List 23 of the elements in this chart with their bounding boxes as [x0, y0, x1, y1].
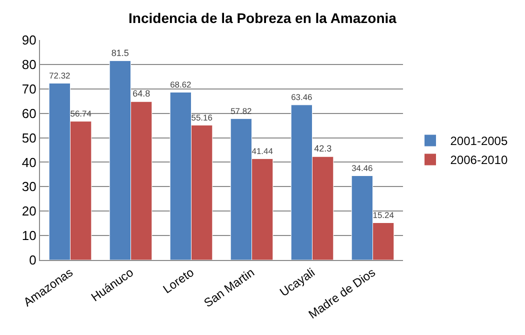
y-tick-label: 50: [22, 130, 36, 146]
chart-title: Incidencia de la Pobreza en la Amazonia: [128, 10, 397, 26]
data-label: 64.8: [132, 88, 150, 99]
legend-label: 2001-2005: [450, 134, 508, 148]
y-tick-label: 60: [22, 106, 36, 121]
data-label: 81.5: [111, 48, 129, 58]
data-label: 41.44: [252, 146, 274, 156]
y-tick-label: 30: [22, 179, 36, 194]
y-tick-label: 0: [29, 252, 36, 268]
data-label: 42.3: [314, 144, 332, 154]
data-label: 34.46: [352, 162, 374, 173]
y-tick-label: 10: [22, 228, 36, 244]
data-label: 15.24: [372, 210, 394, 220]
legend-label: 2006-2010: [450, 153, 508, 168]
data-label: 63.46: [291, 92, 313, 102]
y-tick-label: 70: [22, 81, 36, 96]
y-tick-label: 40: [22, 154, 36, 170]
data-label: 55.16: [191, 112, 213, 122]
data-label: 68.62: [170, 79, 192, 90]
y-tick-label: 80: [22, 56, 36, 72]
y-tick-label: 90: [22, 32, 36, 48]
data-label: 72.32: [49, 70, 71, 80]
y-tick-label: 20: [22, 204, 36, 219]
